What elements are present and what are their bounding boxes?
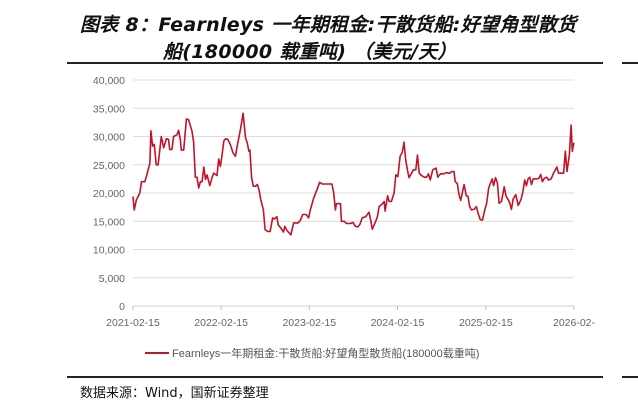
y-tick-label: 40,000: [93, 75, 125, 87]
source-note: 数据来源：Wind，国新证券整理: [80, 386, 269, 401]
y-tick-label: 0: [119, 301, 125, 313]
series-group: [132, 112, 575, 236]
legend-swatch: [145, 352, 169, 354]
y-tick-label: 10,000: [93, 245, 125, 257]
legend: Fearnleys一年期租金:干散货船:好望角型散货船(180000载重吨): [145, 345, 479, 361]
x-tick-label: 2024-02-15: [371, 317, 425, 329]
y-tick-label: 20,000: [93, 188, 125, 200]
legend-label: Fearnleys一年期租金:干散货船:好望角型散货船(180000载重吨): [172, 348, 480, 360]
y-tick-label: 25,000: [93, 160, 125, 172]
figure-title-line2: 船(180000 载重吨) （美元/天）: [163, 41, 457, 63]
x-tick-label: 2023-02-15: [282, 317, 336, 329]
x-tick-label: 2025-02-15: [459, 317, 513, 329]
grid-lines: [133, 79, 574, 279]
y-axis-ticks: 0 5,000 10,000 15,000 20,000 25,000 30,000 35,0…: [93, 75, 125, 313]
top-rule-right-fragment: [622, 62, 638, 64]
figure-title-line1: 图表 8：Fearnleys 一年期租金:干散货船:好望角型散货: [80, 14, 577, 36]
bottom-rule-right-fragment: [622, 376, 638, 378]
bottom-rule: [67, 376, 603, 378]
x-tick-label: 2026-02-: [553, 317, 596, 329]
y-tick-label: 15,000: [93, 216, 125, 228]
x-tick-label: 2021-02-15: [106, 317, 160, 329]
x-tick-label: 2022-02-15: [194, 317, 248, 329]
y-tick-label: 5,000: [99, 273, 125, 285]
y-tick-label: 35,000: [93, 103, 125, 115]
top-rule: [67, 62, 603, 64]
series-line: [132, 112, 575, 236]
y-tick-label: 30,000: [93, 132, 125, 144]
x-axis: 2021-02-15 2022-02-15 2023-02-15 2024-02-15…: [106, 305, 596, 329]
